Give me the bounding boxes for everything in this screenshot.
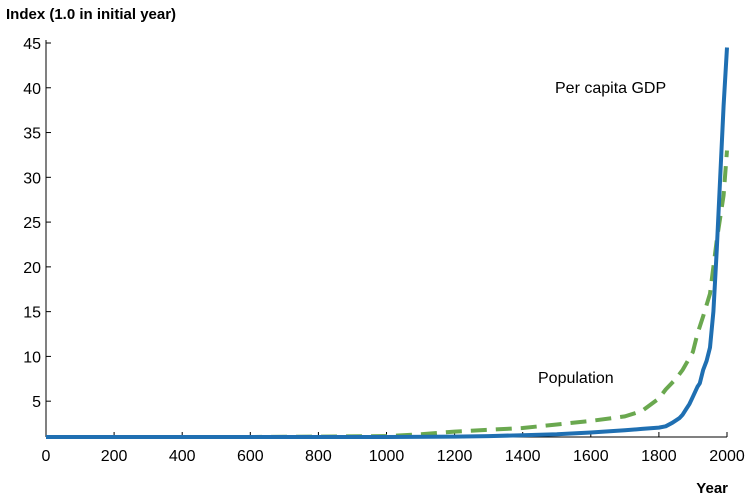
x-tick-label: 200 [101, 448, 128, 465]
x-tick-label: 1800 [641, 448, 677, 465]
annotations: Per capita GDP Population [538, 80, 666, 387]
x-tick-label: 600 [237, 448, 264, 465]
y-tick-label: 35 [23, 126, 41, 143]
series-line-population [46, 150, 729, 439]
x-tick-label: 800 [305, 448, 332, 465]
y-tick-label: 30 [23, 170, 41, 187]
series-line-per-capita-gdp [46, 47, 729, 439]
x-tick-label: 400 [169, 448, 196, 465]
x-tick-label: 0 [42, 448, 51, 465]
x-tick-label: 1600 [573, 448, 609, 465]
y-tick-label: 45 [23, 36, 41, 53]
y-tick-label: 10 [23, 349, 41, 366]
x-tick-label: 1200 [437, 448, 473, 465]
ticks: 0 200 400 600 800 1000 1200 1400 1600 1800 2000 5 10… [23, 36, 745, 465]
x-tick-label: 1000 [369, 448, 405, 465]
x-tick-label: 2000 [709, 448, 745, 465]
x-tick-label: 1400 [505, 448, 541, 465]
axes [45, 40, 727, 438]
series-lines [46, 47, 729, 439]
chart-title: Index (1.0 in initial year) [6, 6, 177, 23]
y-tick-label: 5 [32, 394, 41, 411]
y-tick-label: 15 [23, 305, 41, 322]
x-axis-label: Year [696, 480, 728, 497]
y-tick-label: 40 [23, 81, 41, 98]
y-tick-label: 20 [23, 260, 41, 277]
annotation-per-capita-gdp: Per capita GDP [555, 80, 666, 97]
annotation-population: Population [538, 370, 614, 387]
y-tick-label: 25 [23, 215, 41, 232]
